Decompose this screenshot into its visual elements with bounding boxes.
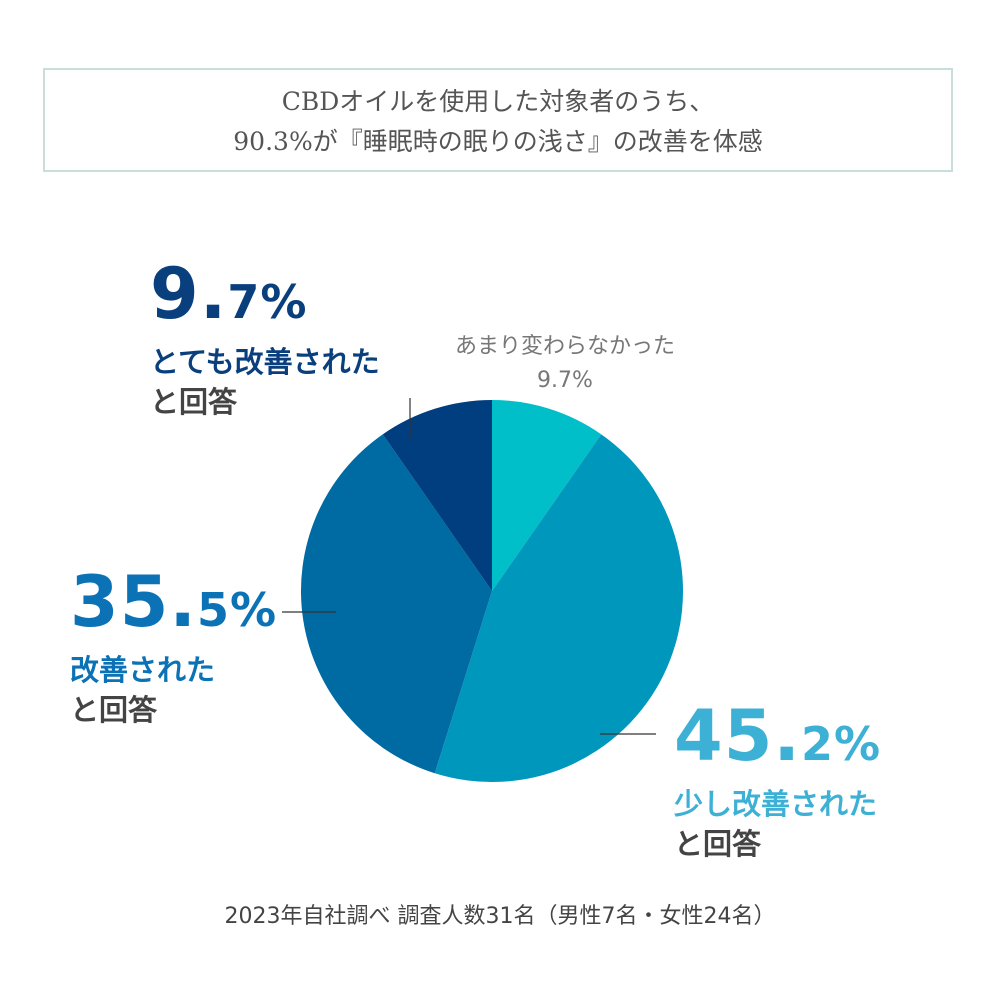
- label-no-change: あまり変わらなかった 9.7%: [420, 330, 710, 398]
- slice-no-change: [492, 400, 602, 591]
- improved-desc: 改善された: [70, 653, 216, 687]
- very-improved-resp: と回答: [150, 385, 238, 419]
- footer-note: 2023年自社調べ 調査人数31名（男性7名・女性24名）: [224, 904, 776, 929]
- slice-very-improved: [382, 400, 492, 591]
- title-box: CBDオイルを使用した対象者のうち、 90.3%が『睡眠時の眠りの浅さ』の改善を…: [43, 68, 953, 172]
- no-change-text: あまり変わらなかった: [454, 334, 675, 359]
- slice-slightly-improved: [434, 434, 684, 783]
- label-improved: 35.5% 改善された と回答: [70, 566, 277, 730]
- slightly-improved-resp: と回答: [674, 827, 762, 861]
- slightly-improved-percent: 45.2%: [674, 695, 882, 777]
- label-slightly-improved: 45.2% 少し改善された と回答: [674, 700, 881, 864]
- slightly-improved-desc: 少し改善された: [674, 787, 878, 821]
- no-change-value: 9.7%: [537, 368, 593, 393]
- title-line-2: 90.3%が『睡眠時の眠りの浅さ』の改善を体感: [233, 127, 763, 156]
- improved-percent: 35.5%: [70, 561, 278, 643]
- label-very-improved: 9.7% とても改善された と回答: [150, 258, 380, 422]
- very-improved-percent: 9.7%: [150, 253, 308, 335]
- very-improved-desc: とても改善された: [150, 345, 380, 379]
- improved-resp: と回答: [70, 693, 158, 727]
- slice-improved: [300, 434, 492, 774]
- title-line-1: CBDオイルを使用した対象者のうち、: [281, 87, 715, 116]
